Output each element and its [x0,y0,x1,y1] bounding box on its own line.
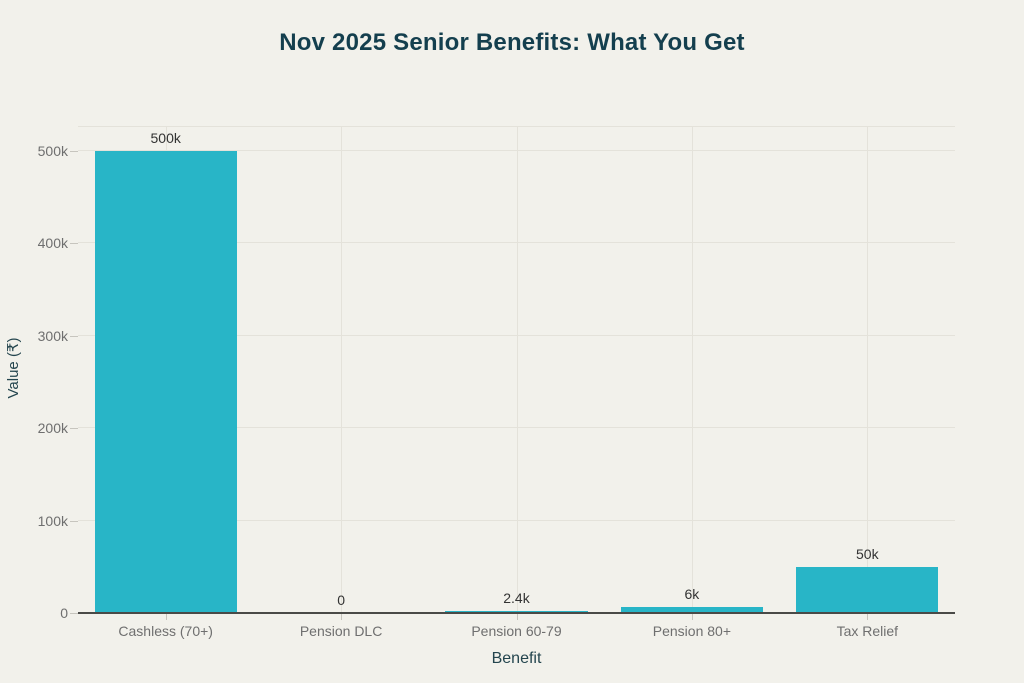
bar-slot: 500k [78,126,253,613]
y-tick-label: 300k [37,328,68,344]
x-gridline [691,126,693,613]
bar-slot: 6k [604,126,779,613]
x-axis-line [78,612,955,614]
x-category-label: Pension 80+ [652,623,731,639]
bar-slot: 50k [780,126,955,613]
y-tick-label: 400k [37,235,68,251]
x-category-label: Pension DLC [299,623,383,639]
y-tick-mark [70,613,78,614]
y-tick-label: 0 [60,605,68,621]
x-gridline [867,126,869,613]
bar-value-label: 6k [684,586,700,602]
x-tick-mark [165,614,167,620]
y-tick-label: 100k [37,513,68,529]
y-tick-mark [70,428,78,429]
bar-value-label: 2.4k [503,590,530,606]
x-gridline [516,126,518,613]
bar-value-label: 0 [337,592,345,608]
bar [620,607,763,613]
y-tick-mark [70,336,78,337]
bar [94,151,237,613]
y-tick-mark [70,151,78,152]
y-tick-mark [70,521,78,522]
bar-value-label: 50k [856,546,879,562]
y-tick-label: 500k [37,143,68,159]
bar-slot: 0 [253,126,428,613]
x-axis-title: Benefit [491,650,542,667]
x-tick-mark [691,614,693,620]
bar-slot: 2.4k [429,126,604,613]
y-tick-label: 200k [37,420,68,436]
x-category-label: Pension 60-79 [471,623,562,639]
x-category-label: Cashless (70+) [118,623,213,639]
x-tick-mark [867,614,869,620]
y-axis-title: Value (₹) [5,337,22,399]
bar [796,567,939,613]
x-tick-mark [341,614,343,620]
x-category-label: Tax Relief [836,623,899,639]
chart-title: Nov 2025 Senior Benefits: What You Get [279,29,745,56]
plot-area: 500k 0 2.4k 6k 50k [78,126,955,614]
y-tick-mark [70,243,78,244]
bar-value-label: 500k [150,130,181,146]
x-tick-mark [516,614,518,620]
x-gridline [341,126,343,613]
